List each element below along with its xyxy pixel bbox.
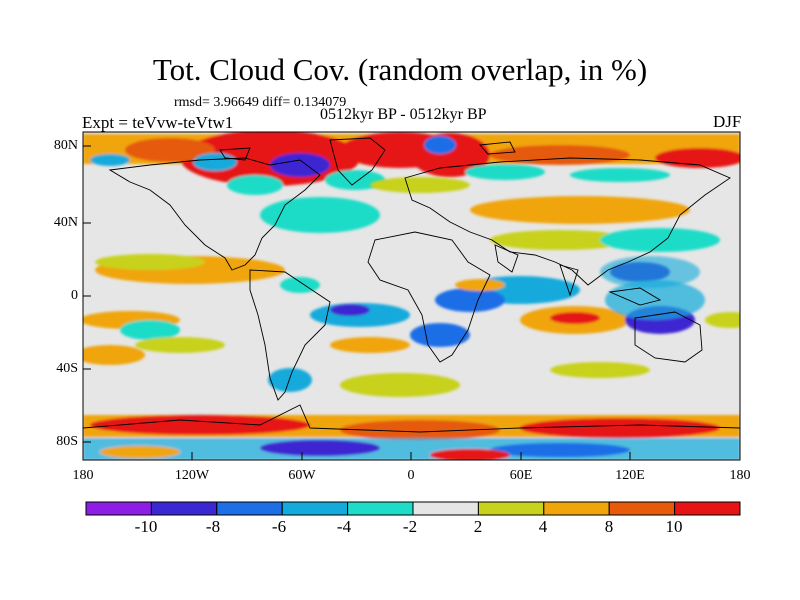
x-tick-label: 180 bbox=[72, 468, 94, 483]
colorbar-box-3 bbox=[216, 501, 283, 516]
colorbar-box-5 bbox=[347, 501, 414, 516]
experiment-label: Expt = teVvw-teVtw1 bbox=[82, 113, 234, 132]
y-tick-label: 0 bbox=[71, 288, 78, 303]
x-tick-label: 60W bbox=[288, 468, 316, 483]
y-tick-label: 40S bbox=[56, 361, 78, 376]
map-title: Tot. Cloud Cov. (random overlap, in %) bbox=[152, 52, 648, 87]
colorbar-label: -10 bbox=[134, 517, 158, 536]
colorbar-box-10 bbox=[674, 501, 741, 516]
colorbar bbox=[85, 501, 741, 516]
colorbar-box-7 bbox=[477, 501, 545, 516]
colorbar-box-4 bbox=[281, 501, 349, 516]
stats-text: rmsd= 3.96649 diff= 0.134079 bbox=[174, 95, 347, 110]
x-tick-label: 120E bbox=[615, 468, 645, 483]
colorbar-box-6 bbox=[412, 501, 479, 516]
colorbar-box-1 bbox=[85, 501, 152, 516]
colorbar-label: -8 bbox=[205, 517, 221, 536]
x-tick-label: 180 bbox=[729, 468, 751, 483]
x-tick-label: 60E bbox=[509, 468, 533, 483]
colorbar-label: 8 bbox=[604, 517, 614, 536]
axis-ticks bbox=[82, 145, 741, 460]
colorbar-label: 4 bbox=[538, 517, 548, 536]
y-tick-label: 40N bbox=[53, 215, 78, 230]
colorbar-label: -6 bbox=[271, 517, 287, 536]
colorbar-box-2 bbox=[150, 501, 218, 516]
colorbar-label: -4 bbox=[336, 517, 352, 536]
coastlines bbox=[83, 137, 740, 433]
x-tick-label: 120W bbox=[174, 468, 210, 483]
colorbar-box-9 bbox=[608, 501, 676, 516]
period-label: 0512kyr BP - 0512kyr BP bbox=[320, 106, 487, 123]
y-tick-label: 80N bbox=[53, 138, 78, 153]
colorbar-label: -2 bbox=[402, 517, 418, 536]
season-label: DJF bbox=[713, 112, 742, 131]
y-tick-label: 80S bbox=[56, 434, 78, 449]
colorbar-box-8 bbox=[543, 501, 610, 516]
colorbar-label: 10 bbox=[665, 517, 683, 536]
colorbar-label: 2 bbox=[473, 517, 483, 536]
x-tick-label: 0 bbox=[407, 468, 415, 483]
contour-field bbox=[83, 132, 740, 460]
